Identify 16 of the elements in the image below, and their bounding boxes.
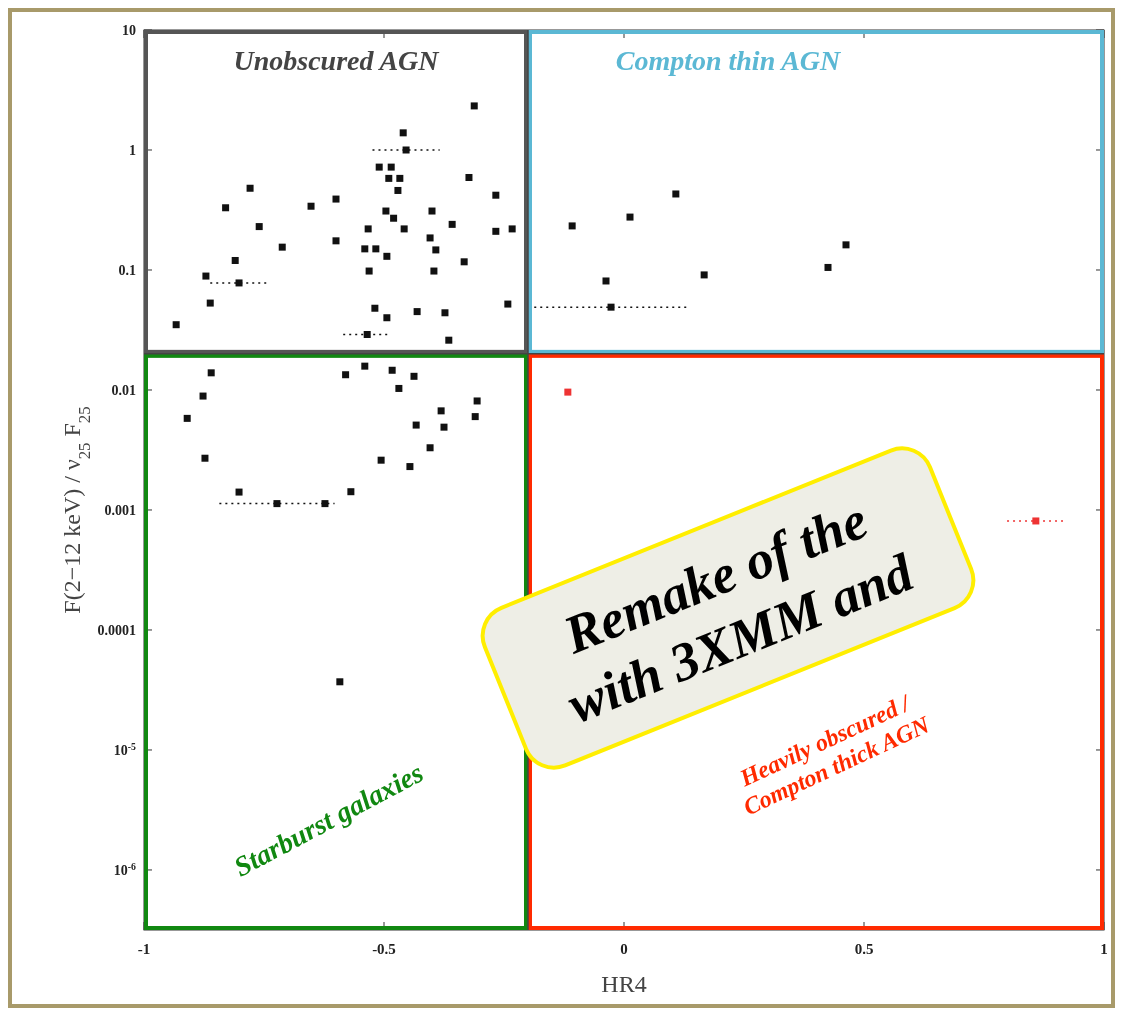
y-tick-label: 0.01 xyxy=(111,382,136,398)
y-tick-label: 0.1 xyxy=(118,262,136,278)
x-tick-label: 0.5 xyxy=(854,941,874,957)
y-tick-label: 1 xyxy=(129,142,136,158)
y-tick-label: 0.0001 xyxy=(97,622,136,638)
x-axis-title: HR4 xyxy=(601,971,647,997)
annotation: Compton thin AGN xyxy=(615,45,843,76)
x-tick-label: -0.5 xyxy=(372,941,396,957)
y-tick-label: 10$^{-5}$ xyxy=(113,740,137,758)
x-tick-label: 1 xyxy=(1100,941,1108,957)
x-tick-label: 0 xyxy=(620,941,628,957)
annotation: Unobscured AGN xyxy=(233,45,441,76)
y-tick-label: 10 xyxy=(122,23,136,38)
y-tick-label: 0.001 xyxy=(104,502,136,518)
x-tick-label: -1 xyxy=(137,941,151,957)
y-tick-label: 10$^{-6}$ xyxy=(113,860,137,878)
